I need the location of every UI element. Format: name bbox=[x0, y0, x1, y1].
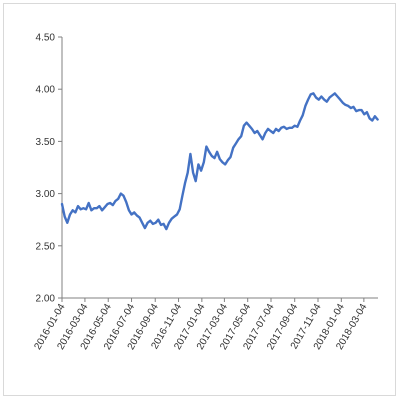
x-axis-ticks: 2016-01-042016-03-042016-05-042016-07-04… bbox=[32, 298, 370, 352]
y-tick-label: 2.00 bbox=[36, 294, 56, 305]
y-tick-label: 3.50 bbox=[36, 137, 56, 148]
series-layer bbox=[60, 92, 379, 231]
y-axis-ticks: 2.00 2.50 3.00 3.50 4.00 4.50 bbox=[36, 33, 62, 305]
series-line bbox=[60, 92, 379, 231]
chart-frame: 2.00 2.50 3.00 3.50 4.00 4.50 2016-01-04 2016-… bbox=[3, 3, 396, 396]
y-tick-label: 4.50 bbox=[36, 33, 56, 44]
y-tick-label: 2.50 bbox=[36, 241, 56, 252]
line-chart: 2.00 2.50 3.00 3.50 4.00 4.50 2016-01-042016-… bbox=[32, 33, 379, 352]
y-tick-label: 3.00 bbox=[36, 189, 56, 200]
y-tick-label: 4.00 bbox=[36, 85, 56, 96]
